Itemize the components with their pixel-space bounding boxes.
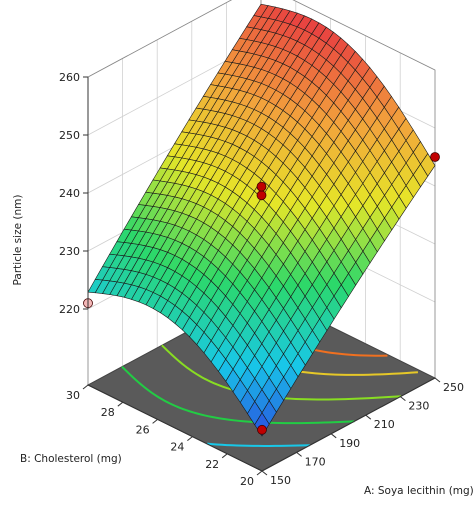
y-tick-label: 20: [240, 475, 254, 488]
y-axis-label: B: Cholesterol (mg): [20, 453, 122, 465]
y-tick-label: 28: [101, 406, 115, 419]
y-axis-line: [87, 384, 263, 472]
y-tick-mark: [82, 384, 89, 390]
x-tick-mark: [434, 377, 441, 383]
x-tick-mark: [330, 433, 337, 439]
x-tick-label: 190: [339, 437, 360, 450]
y-tick-label: 22: [205, 458, 219, 471]
y-tick-mark: [152, 419, 158, 424]
x-tick-label: 250: [443, 381, 464, 394]
x-tick-label: 230: [408, 400, 429, 413]
y-tick-mark: [117, 401, 124, 407]
z-tick-label: 230: [59, 245, 80, 258]
design-point: [430, 152, 440, 162]
z-axis-label: Particle size (nm): [12, 195, 24, 286]
z-tick-label: 220: [59, 303, 80, 316]
x-tick-mark: [400, 396, 406, 401]
design-point: [257, 424, 267, 435]
y-tick-label: 24: [170, 441, 184, 454]
z-tick-label: 250: [59, 129, 80, 142]
response-surface: [87, 3, 436, 437]
y-tick-label: 30: [66, 389, 80, 402]
design-point: [256, 190, 267, 201]
z-tick-label: 260: [59, 71, 80, 84]
y-tick-mark: [221, 453, 228, 459]
y-tick-mark: [187, 436, 193, 441]
y-tick-label: 26: [136, 423, 150, 436]
x-tick-label: 170: [305, 455, 326, 468]
z-tick-label: 240: [59, 187, 80, 200]
axes: 150 170 190 210 230 250 20 22 24 26 28 30 220 230 240 2…: [59, 71, 464, 488]
x-tick-mark: [365, 414, 372, 420]
x-tick-mark: [296, 452, 302, 457]
x-axis-line: [261, 377, 436, 472]
x-tick-label: 210: [374, 418, 395, 431]
contour-line: [207, 442, 310, 447]
contour-line: [121, 366, 355, 425]
design-point: [256, 181, 267, 192]
y-tick-mark: [256, 470, 263, 476]
x-tick-mark: [261, 470, 268, 476]
x-axis-label: A: Soya lecithin (mg): [364, 485, 474, 497]
x-tick-label: 150: [270, 474, 291, 487]
